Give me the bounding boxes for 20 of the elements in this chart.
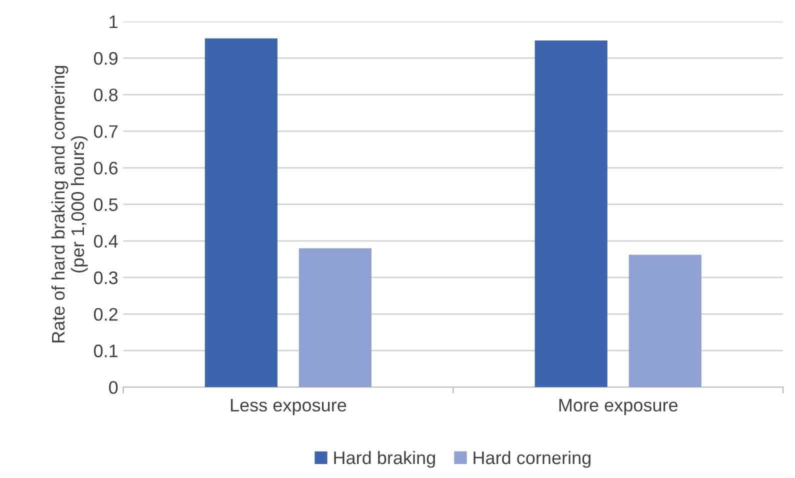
y-tick-label: 1 xyxy=(110,16,118,28)
y-tick-label: 0.3 xyxy=(94,271,118,284)
y-tick-label: 0.1 xyxy=(94,344,118,358)
y-tick-label: 0.7 xyxy=(94,125,118,138)
y-tick-label: 0.9 xyxy=(94,52,118,65)
bar xyxy=(534,40,608,388)
y-tick-label: 0.2 xyxy=(94,308,118,321)
y-tick-label: 0 xyxy=(109,381,118,394)
legend-label: Hard braking xyxy=(334,450,435,468)
y-tick-label: 0.4 xyxy=(94,234,118,248)
x-tick-label: More exposure xyxy=(559,398,678,416)
bar xyxy=(628,254,702,388)
bar xyxy=(298,248,372,388)
y-tick-label: 0.5 xyxy=(94,198,118,212)
legend-label: Hard cornering xyxy=(474,450,590,468)
bar xyxy=(204,38,278,388)
y-axis-title: Rate of hard braking and cornering (per 1,000 hours) xyxy=(51,66,88,342)
y-tick-label: 0.6 xyxy=(94,162,118,174)
y-tick-label: 0.8 xyxy=(94,88,118,102)
x-tick-label: Less exposure xyxy=(230,398,346,416)
